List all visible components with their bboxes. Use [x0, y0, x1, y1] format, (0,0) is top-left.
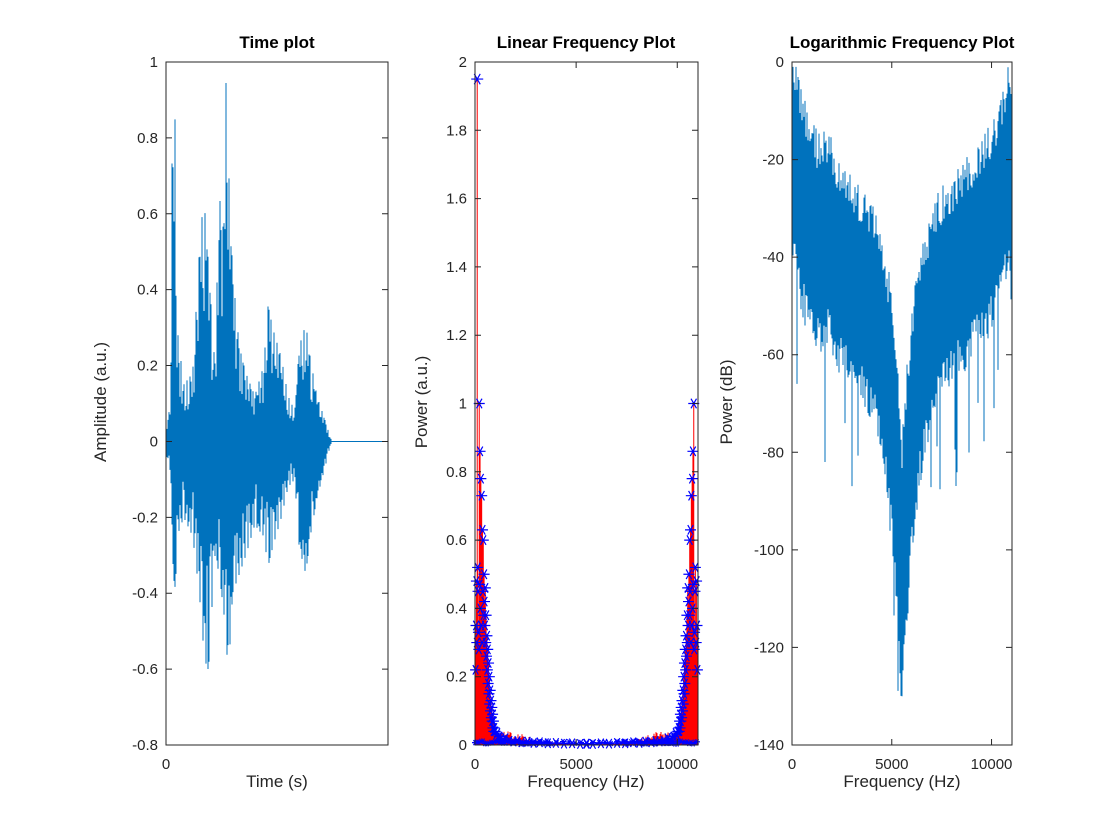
svg-text:0.2: 0.2: [137, 358, 158, 375]
svg-text:1: 1: [459, 396, 467, 413]
svg-text:1: 1: [150, 54, 158, 71]
svg-text:10000: 10000: [656, 756, 698, 773]
svg-text:0.8: 0.8: [446, 464, 467, 481]
svg-text:-0.8: -0.8: [132, 737, 158, 754]
svg-text:0: 0: [471, 756, 479, 773]
svg-text:0.4: 0.4: [137, 282, 158, 299]
svg-text:0.4: 0.4: [446, 600, 467, 617]
time-plot-ylabel: Amplitude (a.u.): [91, 342, 110, 462]
svg-text:0.8: 0.8: [137, 130, 158, 147]
svg-text:-80: -80: [762, 444, 784, 461]
svg-text:0: 0: [776, 54, 784, 71]
svg-text:1.6: 1.6: [446, 191, 467, 208]
svg-text:0: 0: [162, 756, 170, 773]
svg-text:10000: 10000: [971, 756, 1013, 773]
svg-text:1.8: 1.8: [446, 122, 467, 139]
svg-text:-140: -140: [754, 737, 784, 754]
time-plot-area: 0 1 0.8 0.6 0.4 0.2 0 -0.2 -0.4 -0.6 -0.8: [132, 54, 389, 773]
svg-text:-40: -40: [762, 249, 784, 266]
svg-text:0.6: 0.6: [446, 532, 467, 549]
linear-plot-xlabel: Frequency (Hz): [527, 772, 645, 791]
linear-frequency-plot-area: 0 5000 10000 2 1.8 1.6 1.4 1.2 1 0.8 0.6 0.4 0.2 0: [446, 54, 703, 773]
svg-text:-60: -60: [762, 347, 784, 364]
svg-text:-100: -100: [754, 542, 784, 559]
time-plot-title: Time plot: [239, 33, 315, 52]
linear-plot-title: Linear Frequency Plot: [496, 33, 676, 52]
svg-text:-20: -20: [762, 152, 784, 169]
svg-text:2: 2: [459, 54, 467, 71]
svg-text:-0.6: -0.6: [132, 661, 158, 678]
svg-text:0.6: 0.6: [137, 206, 158, 223]
svg-text:0.2: 0.2: [446, 669, 467, 686]
log-plot-xlabel: Frequency (Hz): [843, 772, 961, 791]
log-plot-title: Logarithmic Frequency Plot: [789, 33, 1015, 52]
logarithmic-frequency-plot-area: 0 5000 10000 0 -20 -40 -60 -80 -100 -120 -140: [754, 54, 1013, 773]
svg-text:0: 0: [459, 737, 467, 754]
svg-text:-0.2: -0.2: [132, 509, 158, 526]
time-plot-xlabel: Time (s): [246, 772, 308, 791]
svg-text:5000: 5000: [559, 756, 592, 773]
svg-text:0: 0: [150, 433, 158, 450]
log-plot-ylabel: Power (dB): [717, 359, 736, 445]
svg-text:-0.4: -0.4: [132, 585, 158, 602]
svg-text:0: 0: [788, 756, 796, 773]
svg-text:5000: 5000: [875, 756, 908, 773]
svg-text:-120: -120: [754, 639, 784, 656]
svg-text:1.4: 1.4: [446, 259, 467, 276]
linear-plot-ylabel: Power (a.u.): [412, 355, 431, 449]
svg-text:1.2: 1.2: [446, 327, 467, 344]
